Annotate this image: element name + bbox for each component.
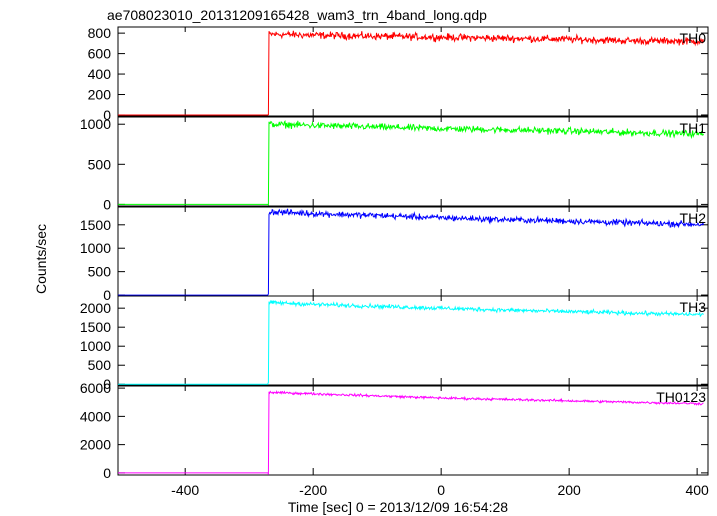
x-axis-ticks: -400 -200 0 200 400 — [171, 482, 709, 498]
y-tick-label: 200 — [88, 87, 112, 103]
series-line-th1 — [118, 119, 704, 206]
x-tick-label: 400 — [685, 482, 709, 498]
y-tick-label: 1500 — [80, 319, 111, 335]
y-tick-label: 1000 — [80, 338, 111, 354]
y-tick-label: 0 — [103, 287, 111, 303]
panels-group: 0 200 400 600 800 TH0 0 500 1000 TH1 0 500 1000 1500 T… — [80, 25, 709, 481]
y-tick-label: 0 — [103, 196, 111, 212]
y-tick-label: 400 — [88, 66, 112, 82]
panel-frame — [117, 295, 709, 386]
panel-th3: 0 500 1000 1500 2000 TH3 — [80, 295, 709, 392]
series-line-th3 — [118, 299, 704, 385]
panel-frame — [117, 385, 709, 476]
x-tick-label: -400 — [171, 482, 199, 498]
x-tick-label: 0 — [437, 482, 445, 498]
y-tick-label: 500 — [88, 357, 112, 373]
x-tick-label: 200 — [557, 482, 581, 498]
series-label-th0123: TH0123 — [656, 389, 706, 405]
panel-th0123: 0 2000 4000 6000 TH0123 — [80, 380, 709, 481]
series-line-th0123 — [118, 389, 704, 476]
y-tick-label: 0 — [103, 465, 111, 481]
series-label-th2: TH2 — [680, 210, 707, 226]
panel-th0: 0 200 400 600 800 TH0 — [88, 25, 709, 123]
y-axis-label: Counts/sec — [33, 224, 49, 294]
y-tick-label: 500 — [88, 264, 112, 280]
panel-frame — [117, 116, 709, 207]
series-label-th1: TH1 — [680, 120, 707, 136]
x-axis-label: Time [sec] 0 = 2013/12/09 16:54:28 — [288, 499, 508, 515]
series-line-th0 — [118, 29, 704, 116]
panel-frame — [117, 26, 709, 117]
panel-th2: 0 500 1000 1500 TH2 — [80, 206, 709, 303]
y-tick-label: 800 — [88, 25, 112, 41]
y-tick-label: 1000 — [80, 116, 111, 132]
y-tick-label: 1500 — [80, 217, 111, 233]
chart-title: ae708023010_20131209165428_wam3_trn_4ban… — [107, 7, 487, 23]
y-tick-label: 4000 — [80, 408, 111, 424]
series-label-th0: TH0 — [680, 30, 707, 46]
y-tick-label: 0 — [103, 107, 111, 123]
y-tick-label: 0 — [103, 376, 111, 392]
panel-th1: 0 500 1000 TH1 — [80, 116, 709, 212]
y-tick-label: 6000 — [80, 380, 111, 396]
x-tick-label: -200 — [299, 482, 327, 498]
y-tick-label: 600 — [88, 46, 112, 62]
series-label-th3: TH3 — [680, 299, 707, 315]
y-tick-label: 1000 — [80, 240, 111, 256]
series-line-th2 — [118, 208, 704, 296]
y-tick-label: 2000 — [80, 437, 111, 453]
y-tick-label: 500 — [88, 156, 112, 172]
y-tick-label: 2000 — [80, 300, 111, 316]
